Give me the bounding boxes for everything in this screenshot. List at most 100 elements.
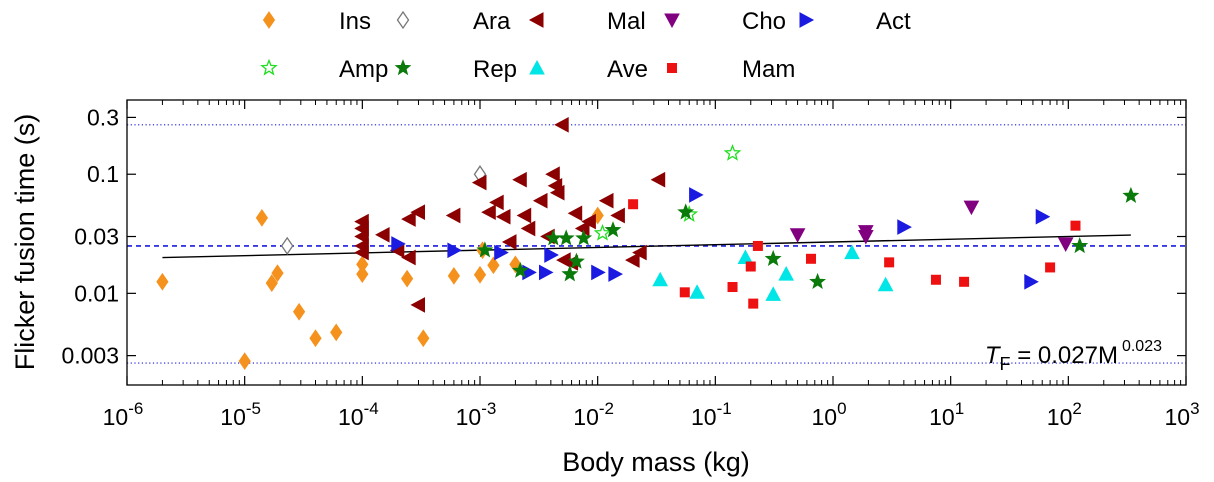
point-mal [410, 204, 425, 221]
point-act [897, 219, 912, 235]
legend-marker-amp [260, 58, 278, 76]
point-mal [554, 116, 569, 133]
point-mal [545, 166, 560, 183]
point-ins [330, 323, 343, 342]
point-act [544, 247, 559, 263]
series-ara [280, 165, 487, 256]
legend-label: Ara [473, 8, 511, 35]
point-ins [292, 302, 306, 321]
legend-marker-mal [528, 12, 544, 28]
data-points [156, 116, 1140, 370]
point-cho [857, 230, 874, 245]
point-ins [265, 274, 278, 292]
point-rep [476, 241, 494, 258]
point-amp [723, 144, 742, 161]
point-rep [809, 272, 827, 290]
series-ave [652, 244, 894, 301]
legend-item-cho: Cho [664, 8, 786, 35]
point-mam [884, 257, 895, 268]
legend-item-ave: Ave [529, 56, 648, 83]
point-ins [271, 264, 284, 282]
point-cho [789, 228, 806, 243]
point-mam [752, 240, 763, 251]
point-mal [481, 204, 496, 221]
point-mal [401, 249, 416, 266]
legend-item-act: Act [799, 8, 911, 35]
point-mal [598, 192, 614, 209]
series-amp [593, 144, 742, 241]
point-mam [1070, 220, 1081, 231]
point-ins [447, 267, 461, 285]
legend-marker-cho [664, 13, 680, 29]
y-tick-label: 0.003 [61, 343, 119, 369]
point-mal [610, 207, 625, 224]
series-mam [628, 199, 1081, 309]
point-mam [959, 276, 970, 287]
point-act [391, 236, 406, 252]
legend-marker-act [799, 12, 815, 28]
legend-label: Cho [742, 8, 786, 35]
legend-item-ara: Ara [396, 8, 511, 35]
legend-label: Mal [607, 8, 646, 35]
reference-lines [127, 124, 1186, 364]
point-ins [309, 329, 322, 348]
point-rep [1071, 236, 1089, 254]
x-tick-label: 10-3 [456, 399, 497, 430]
point-act [1024, 273, 1039, 290]
point-mam [930, 274, 941, 285]
point-mal [520, 220, 536, 237]
point-ave [844, 244, 860, 260]
point-rep [604, 221, 622, 238]
point-mam [727, 282, 738, 293]
point-rep [557, 229, 575, 246]
point-ins [487, 256, 500, 275]
point-mal [516, 207, 532, 224]
y-tick-label: 0.01 [74, 280, 119, 306]
x-tick-label: 102 [1047, 399, 1082, 430]
point-rep [677, 203, 695, 220]
point-cho [963, 200, 980, 216]
legend-item-ins: Ins [262, 8, 371, 35]
legend-marker-rep [394, 59, 412, 76]
point-mal [495, 208, 511, 225]
legend-label: Mam [742, 56, 795, 83]
point-rep [575, 229, 593, 246]
point-mal [445, 207, 461, 224]
legend-label: Rep [473, 56, 517, 83]
legend-marker-mam [667, 63, 677, 73]
point-ins [473, 265, 487, 284]
point-mal [549, 184, 565, 201]
point-mal [532, 192, 548, 209]
point-mal [501, 234, 517, 250]
point-ins [417, 329, 430, 348]
point-ave [765, 286, 782, 301]
legend-marker-ins [262, 11, 276, 29]
series-cho [789, 200, 1074, 252]
plot-frame [126, 99, 1187, 386]
x-tick-label: 10-5 [220, 399, 261, 430]
point-mal [632, 244, 647, 261]
point-ave [652, 271, 669, 287]
point-rep [764, 249, 782, 267]
point-act [494, 244, 509, 261]
point-act [591, 264, 606, 281]
legend-label: Amp [339, 56, 388, 83]
series-mal [354, 116, 666, 313]
point-ave [737, 249, 754, 264]
x-tick-label: 100 [811, 399, 846, 430]
point-mam [745, 261, 756, 272]
point-mam [1045, 262, 1056, 273]
axes: 10-6 10-5 10-4 10-3 10-2 10-1 100 101 102 103 0.00… [61, 99, 1200, 430]
point-ave [689, 284, 705, 299]
point-cho [1057, 237, 1074, 252]
point-mal [354, 244, 369, 261]
point-ins [156, 272, 169, 291]
point-mal [650, 171, 666, 188]
point-ins [356, 265, 369, 283]
point-mal [375, 226, 390, 243]
point-rep [1122, 186, 1140, 203]
y-axis-title: Flicker fusion time (s) [10, 114, 40, 371]
legend-label: Ave [607, 56, 648, 83]
legend-label: Act [876, 8, 911, 35]
